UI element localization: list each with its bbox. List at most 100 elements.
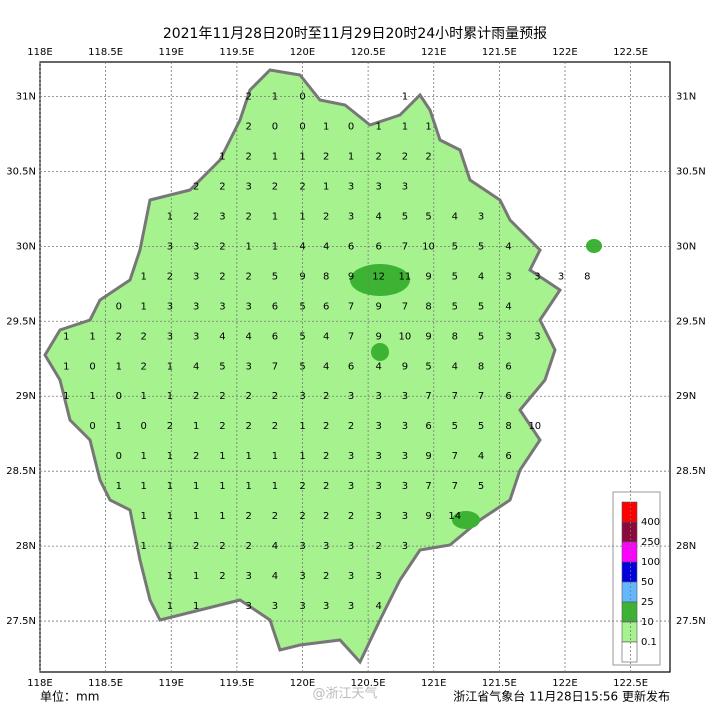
station-value: 5 <box>425 211 431 222</box>
station-value: 3 <box>478 211 484 222</box>
station-value: 5 <box>299 301 305 312</box>
station-value: 4 <box>323 331 329 342</box>
station-value: 8 <box>584 271 590 282</box>
station-value: 2 <box>323 451 329 462</box>
lon-label: 121E <box>421 47 446 58</box>
station-value: 8 <box>452 331 458 342</box>
lon-label: 122E <box>552 678 577 689</box>
station-value: 1 <box>299 421 305 432</box>
station-value: 3 <box>167 241 173 252</box>
station-value: 1 <box>89 331 95 342</box>
legend-swatch <box>621 561 638 583</box>
station-value: 6 <box>272 301 278 312</box>
station-value: 1 <box>167 391 173 402</box>
station-value: 4 <box>246 331 252 342</box>
legend-swatch <box>621 601 638 623</box>
station-value: 1 <box>272 91 278 102</box>
lon-label: 120E <box>290 47 315 58</box>
station-value: 3 <box>375 181 381 192</box>
station-value: 3 <box>534 331 540 342</box>
station-value: 3 <box>348 211 354 222</box>
station-value: 5 <box>478 241 484 252</box>
station-value: 2 <box>246 391 252 402</box>
lon-label: 122.5E <box>613 678 648 689</box>
station-value: 3 <box>348 481 354 492</box>
lon-label: 121.5E <box>482 678 517 689</box>
station-value: 6 <box>425 421 431 432</box>
station-value: 8 <box>425 301 431 312</box>
lon-label: 118.5E <box>88 678 123 689</box>
station-value: 3 <box>402 451 408 462</box>
legend-swatch <box>621 541 638 563</box>
lat-label: 31N <box>676 91 696 102</box>
station-value: 9 <box>299 271 305 282</box>
lat-label: 27.5N <box>676 616 706 627</box>
station-value: 2 <box>141 361 147 372</box>
legend-label: 10 <box>641 617 654 628</box>
station-value: 2 <box>219 571 225 582</box>
station-value: 2 <box>193 211 199 222</box>
unit-label: 单位：mm <box>40 689 99 704</box>
station-value: 5 <box>452 271 458 282</box>
station-value: 7 <box>402 301 408 312</box>
station-value: 3 <box>167 331 173 342</box>
station-value: 7 <box>452 391 458 402</box>
station-value: 8 <box>323 271 329 282</box>
station-value: 4 <box>452 211 458 222</box>
station-value: 3 <box>558 271 564 282</box>
station-value: 5 <box>299 361 305 372</box>
station-value: 3 <box>348 541 354 552</box>
station-value: 1 <box>116 481 122 492</box>
station-value: 2 <box>272 511 278 522</box>
station-value: 3 <box>299 601 305 612</box>
legend-label: 100 <box>641 557 660 568</box>
station-value: 2 <box>219 271 225 282</box>
station-value: 6 <box>323 301 329 312</box>
station-value: 5 <box>299 331 305 342</box>
station-value: 1 <box>141 451 147 462</box>
station-value: 0 <box>116 451 122 462</box>
station-value: 3 <box>505 331 511 342</box>
station-value: 1 <box>193 511 199 522</box>
station-value: 3 <box>348 601 354 612</box>
watermark: @浙江天气 <box>312 686 377 702</box>
station-value: 2 <box>299 511 305 522</box>
lon-label: 118E <box>27 678 52 689</box>
rain-zone <box>371 343 389 361</box>
station-value: 3 <box>348 181 354 192</box>
station-value: 0 <box>116 391 122 402</box>
station-value: 9 <box>402 361 408 372</box>
station-value: 0 <box>89 421 95 432</box>
station-value: 2 <box>299 181 305 192</box>
station-value: 3 <box>193 241 199 252</box>
station-value: 9 <box>425 331 431 342</box>
station-value: 3 <box>193 271 199 282</box>
station-value: 3 <box>375 481 381 492</box>
station-value: 2 <box>219 181 225 192</box>
station-value: 1 <box>375 121 381 132</box>
station-value: 5 <box>478 421 484 432</box>
station-value: 4 <box>375 601 381 612</box>
station-value: 3 <box>534 271 540 282</box>
station-value: 7 <box>478 391 484 402</box>
station-value: 2 <box>272 421 278 432</box>
station-value: 1 <box>402 121 408 132</box>
station-value: 1 <box>219 151 225 162</box>
station-value: 2 <box>323 511 329 522</box>
station-value: 3 <box>375 451 381 462</box>
station-value: 6 <box>375 241 381 252</box>
station-value: 3 <box>193 331 199 342</box>
station-value: 1 <box>299 211 305 222</box>
station-value: 1 <box>299 451 305 462</box>
lon-label: 119.5E <box>219 47 254 58</box>
station-value: 5 <box>452 301 458 312</box>
map-title: 2021年11月28日20时至11月29日20时24小时累计雨量预报 <box>163 26 547 42</box>
station-value: 3 <box>402 421 408 432</box>
station-value: 3 <box>299 541 305 552</box>
lat-label: 30N <box>676 241 696 252</box>
station-value: 1 <box>167 601 173 612</box>
lat-label: 30N <box>16 241 36 252</box>
lon-label: 121E <box>421 678 446 689</box>
station-value: 3 <box>375 421 381 432</box>
station-value: 1 <box>63 361 69 372</box>
